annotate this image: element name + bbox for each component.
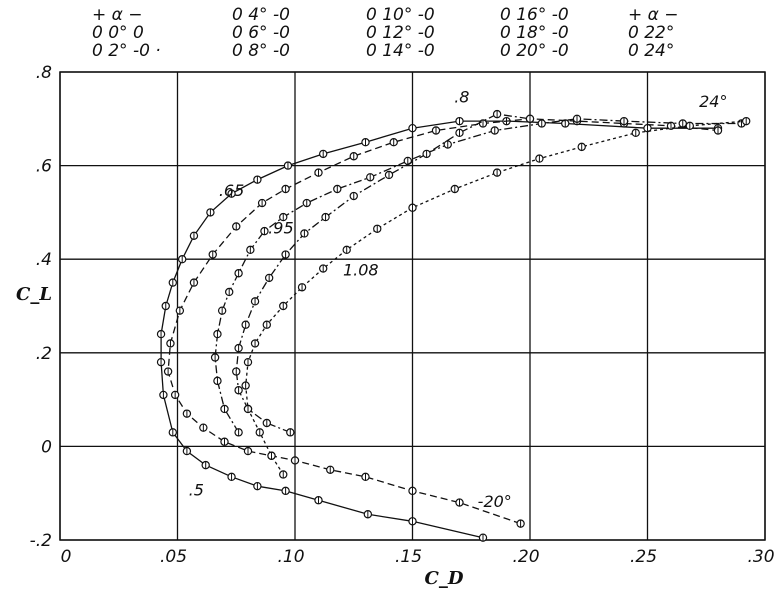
legend-entry: 0 12° -0 bbox=[366, 23, 435, 43]
series-line-1 bbox=[167, 118, 719, 525]
x-tick-label: .20 bbox=[512, 547, 539, 567]
x-tick-label: .05 bbox=[160, 547, 187, 567]
y-tick-label: .4 bbox=[36, 250, 52, 270]
y-tick-label: .6 bbox=[36, 157, 52, 177]
legend-entry: + α − bbox=[628, 5, 679, 25]
y-tick-label: 0 bbox=[41, 437, 52, 457]
annotation-label: -20° bbox=[478, 492, 512, 511]
plot-frame bbox=[59, 71, 766, 541]
y-tick-label: .2 bbox=[36, 344, 52, 364]
legend-entry: 0 2° -0 · bbox=[92, 41, 161, 61]
legend-entry: 0 4° -0 bbox=[232, 5, 290, 25]
legend-entry: 0 14° -0 bbox=[366, 41, 435, 61]
annotation-label: .8 bbox=[454, 87, 469, 106]
legend-entry: 0 20° -0 bbox=[500, 41, 569, 61]
legend-entry: 0 18° -0 bbox=[500, 23, 569, 43]
annotations: .65 .95 1.08 .8 24° .5 -20° bbox=[189, 87, 728, 511]
tick-labels: 0 .05 .10 .15 .20 .25 .30 -.2 0 .2 .4 .6 .8 bbox=[30, 63, 775, 567]
x-tick-label: .25 bbox=[630, 547, 657, 567]
series-line-2 bbox=[214, 118, 742, 433]
legend-entry: + α − bbox=[92, 5, 143, 25]
legend-entry: 0 16° -0 bbox=[500, 5, 569, 25]
legend-entry: 0 24° bbox=[628, 41, 674, 61]
y-tick-label: .8 bbox=[36, 63, 52, 83]
x-tick-label: .15 bbox=[395, 547, 422, 567]
y-axis-label: C_L bbox=[16, 284, 52, 305]
annotation-label: 1.08 bbox=[343, 261, 379, 280]
annotation-label: .5 bbox=[189, 481, 204, 500]
annotation-label: 24° bbox=[699, 92, 727, 111]
legend-entry: 0 6° -0 bbox=[232, 23, 290, 43]
x-tick-label: 0 bbox=[61, 547, 72, 567]
x-tick-label: .10 bbox=[277, 547, 304, 567]
x-tick-label: .30 bbox=[747, 547, 774, 567]
legend-entry: 0 22° bbox=[628, 23, 674, 43]
series-line-4 bbox=[245, 120, 747, 475]
x-axis-label: C_D bbox=[425, 568, 464, 589]
annotation-label: .65 bbox=[219, 181, 244, 200]
legend-entry: 0 8° -0 bbox=[232, 41, 290, 61]
series-group bbox=[156, 109, 751, 542]
y-tick-label: -.2 bbox=[30, 531, 52, 551]
legend-entry: 0 0° 0 bbox=[92, 23, 144, 43]
axis-labels: C_D C_L bbox=[16, 284, 464, 589]
annotation-label: .95 bbox=[268, 218, 293, 237]
legend-entry: 0 10° -0 bbox=[366, 5, 435, 25]
